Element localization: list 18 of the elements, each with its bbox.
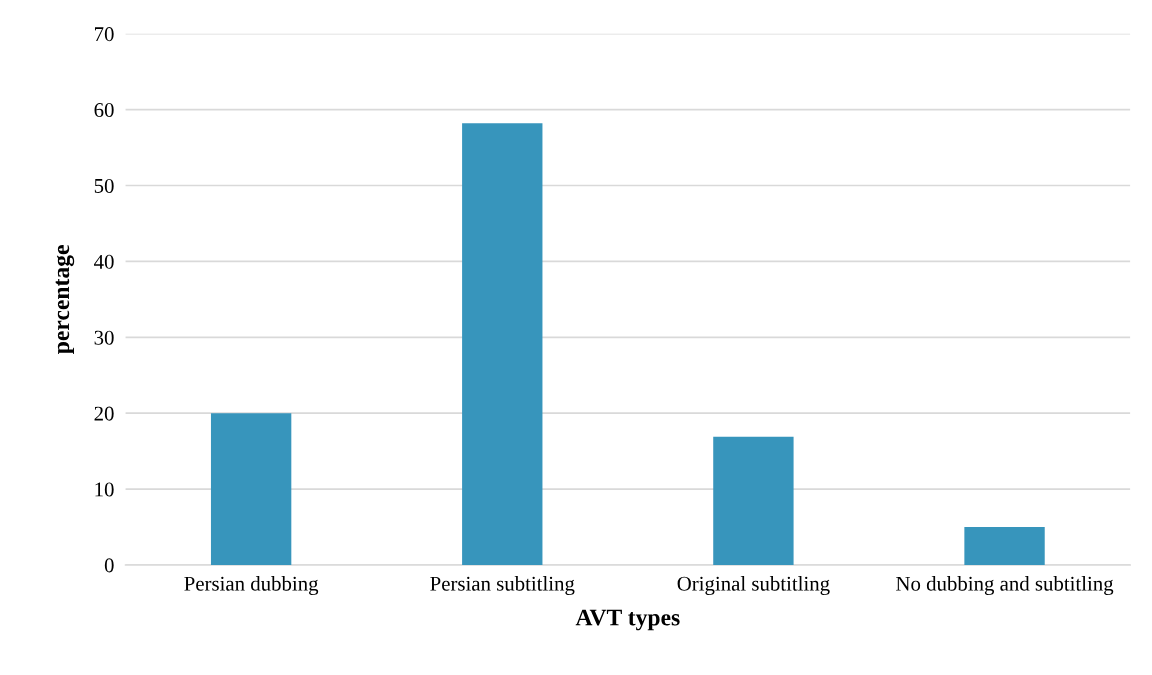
y-tick-label: 60 bbox=[94, 103, 114, 118]
bar bbox=[210, 413, 292, 565]
y-axis-title: percentage bbox=[55, 245, 75, 354]
x-tick-label: Persian subtitling bbox=[430, 576, 575, 596]
y-tick-label: 0 bbox=[104, 558, 114, 573]
x-tick-label: No dubbing and subtitling bbox=[896, 576, 1114, 596]
y-tick-label: 30 bbox=[94, 330, 114, 345]
y-tick-label: 70 bbox=[95, 27, 114, 42]
y-tick-label: 10 bbox=[95, 482, 114, 497]
bar bbox=[713, 436, 794, 565]
x-axis-title: AVT types bbox=[575, 609, 680, 631]
bar bbox=[964, 527, 1045, 565]
y-tick-label: 20 bbox=[94, 406, 114, 421]
x-tick-label: Persian dubbing bbox=[184, 576, 319, 596]
x-tick-label: Original subtitling bbox=[677, 576, 830, 596]
y-tick-label: 40 bbox=[94, 254, 114, 269]
bar bbox=[462, 123, 543, 565]
y-tick-label: 50 bbox=[94, 178, 114, 193]
